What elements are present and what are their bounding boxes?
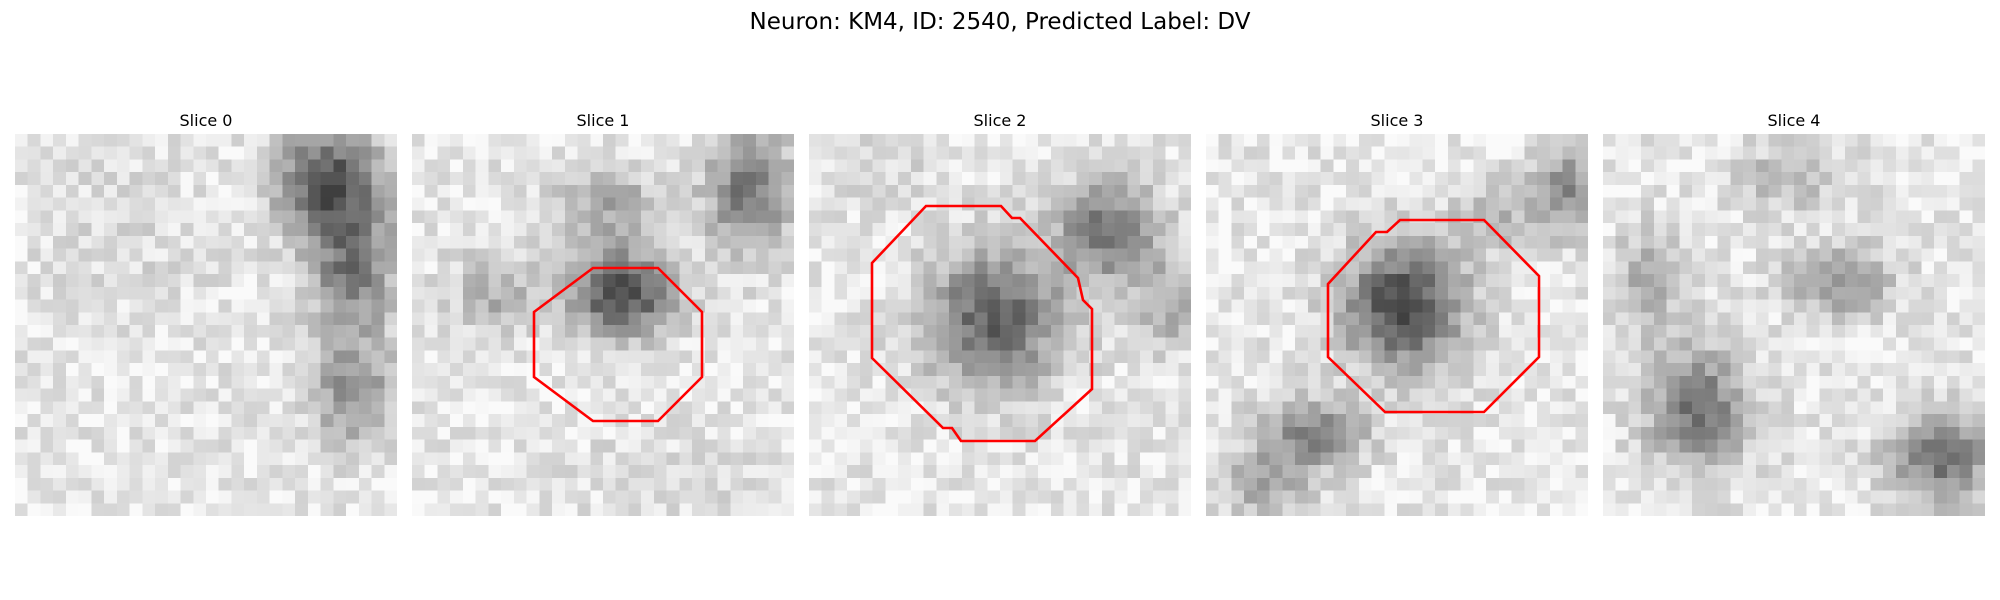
slice-1-image (412, 134, 794, 516)
slice-3-image-area (1206, 134, 1588, 516)
slice-3-title: Slice 3 (1370, 111, 1424, 130)
slice-4-image-area (1603, 134, 1985, 516)
slice-3-contour (1326, 218, 1541, 414)
slice-1-contour-overlay (532, 266, 704, 423)
slice-4-panel: Slice 4 (1603, 109, 1985, 516)
slice-1-panel: Slice 1 (412, 109, 794, 516)
slice-3-contour-overlay (1326, 218, 1541, 414)
slice-2-contour (870, 204, 1094, 443)
figure-title: Neuron: KM4, ID: 2540, Predicted Label: … (749, 9, 1251, 35)
slice-2-title: Slice 2 (973, 111, 1027, 130)
slice-1-image-area (412, 134, 794, 516)
slice-2-panel: Slice 2 (809, 109, 1191, 516)
slice-1-title: Slice 1 (576, 111, 630, 130)
slice-2-image-area (809, 134, 1191, 516)
slice-4-title: Slice 4 (1767, 111, 1821, 130)
slice-3-panel: Slice 3 (1206, 109, 1588, 516)
slice-3-image (1206, 134, 1588, 516)
slice-0-image (15, 134, 397, 516)
slice-4-image (1603, 134, 1985, 516)
slice-0-title: Slice 0 (179, 111, 233, 130)
slice-2-contour-overlay (870, 204, 1094, 443)
slice-0-panel: Slice 0 (15, 109, 397, 516)
slice-1-contour (532, 266, 704, 423)
slice-0-image-area (15, 134, 397, 516)
